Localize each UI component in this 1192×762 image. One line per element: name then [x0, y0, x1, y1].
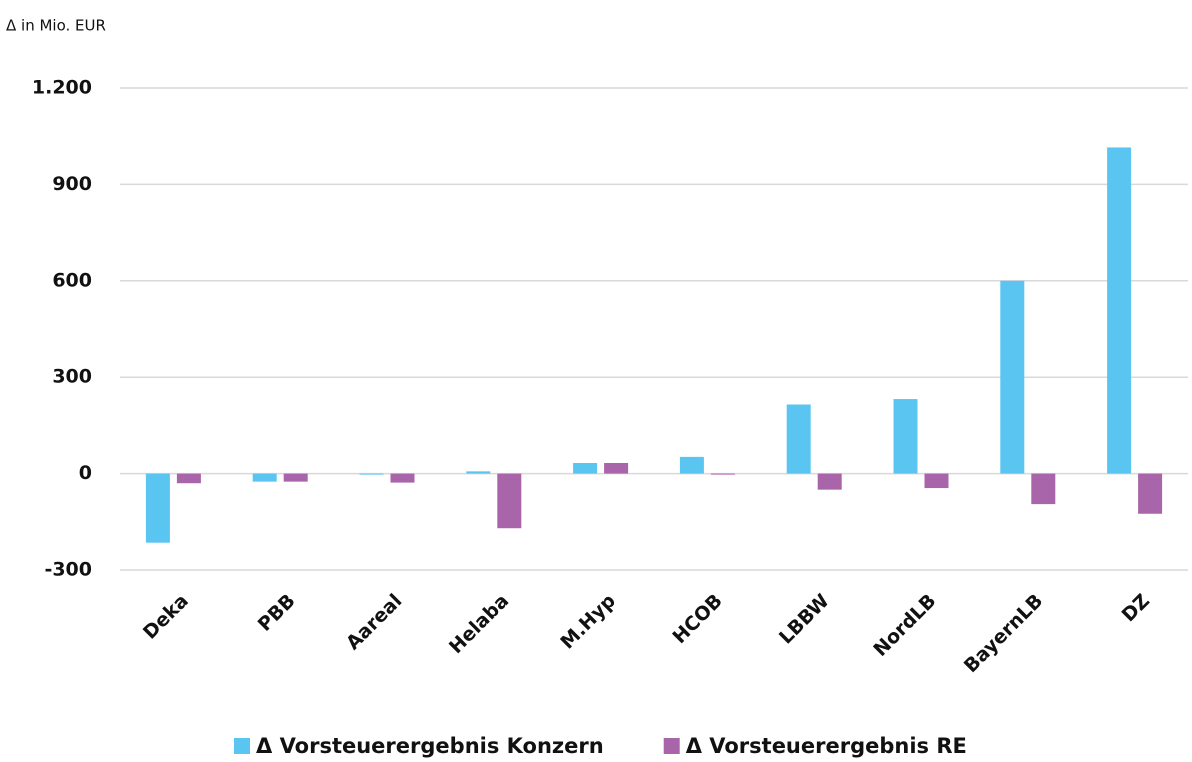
bar [1138, 473, 1163, 514]
bar [359, 473, 384, 475]
legend-swatch [663, 738, 680, 754]
x-tick-label: Aareal [342, 590, 406, 654]
x-tick-label: LBBW [775, 590, 834, 649]
x-tick-label: PBB [254, 590, 300, 636]
y-tick-label: 900 [52, 173, 92, 195]
bar [679, 456, 704, 474]
bar [817, 473, 842, 490]
bar [390, 473, 415, 483]
bar [176, 473, 201, 484]
bar [573, 462, 598, 474]
bar [924, 473, 949, 489]
bar [710, 473, 735, 475]
y-tick-label: 1.200 [32, 77, 92, 99]
legend-label: Δ Vorsteuerergebnis RE [686, 734, 967, 758]
x-tick-label: NordLB [869, 590, 940, 661]
legend-swatch [234, 738, 250, 754]
y-tick-label: 600 [52, 269, 92, 291]
legend-label: Δ Vorsteuerergebnis Konzern [256, 734, 604, 758]
y-axis-unit: Δ in Mio. EUR [6, 17, 106, 35]
x-tick-label: Helaba [445, 590, 513, 658]
bar [604, 462, 629, 474]
x-tick-label: M.Hyp [556, 590, 620, 654]
bar [893, 399, 918, 474]
x-tick-label: HCOB [668, 590, 726, 648]
bar [497, 473, 522, 529]
bar [1000, 280, 1025, 474]
y-tick-label: 0 [79, 462, 92, 484]
x-tick-label: BayernLB [960, 590, 1047, 677]
bar [1107, 147, 1132, 474]
x-tick-label: DZ [1118, 590, 1154, 626]
bar [1031, 473, 1056, 505]
bar [786, 404, 811, 474]
x-tick-label: Deka [139, 590, 193, 644]
bar [145, 473, 170, 543]
bar [283, 473, 308, 482]
bar [252, 473, 277, 482]
bar [466, 471, 491, 474]
y-tick-label: 300 [52, 366, 92, 388]
y-tick-label: -300 [44, 559, 92, 581]
